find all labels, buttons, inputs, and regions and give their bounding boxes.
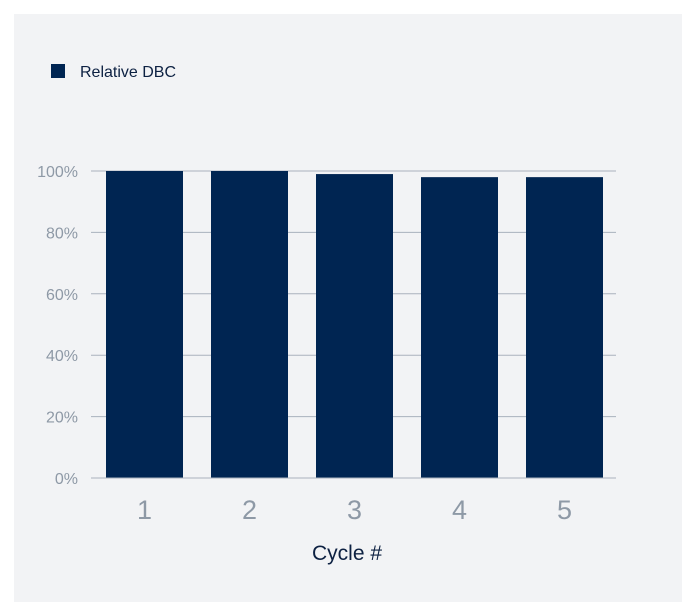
x-axis-title: Cycle # xyxy=(312,542,382,565)
x-tick-label: 4 xyxy=(452,495,467,525)
bar-cycle-2 xyxy=(211,171,288,478)
y-tick-label: 20% xyxy=(46,410,78,427)
x-axis-tick-labels: 1 2 3 4 5 xyxy=(137,495,572,525)
x-tick-label: 5 xyxy=(557,495,572,525)
y-axis-tick-labels: 0% 20% 40% 60% 80% 100% xyxy=(37,164,78,488)
bar-cycle-5 xyxy=(526,177,603,478)
y-tick-label: 100% xyxy=(37,164,78,181)
y-tick-label: 0% xyxy=(55,471,78,488)
bars xyxy=(91,171,616,479)
legend-swatch xyxy=(51,64,65,78)
bar-cycle-3 xyxy=(316,174,393,478)
bar-cycle-1 xyxy=(106,171,183,478)
legend: Relative DBC xyxy=(51,64,176,81)
legend-label: Relative DBC xyxy=(80,64,176,81)
y-tick-label: 40% xyxy=(46,348,78,365)
x-tick-label: 1 xyxy=(137,495,152,525)
y-tick-label: 60% xyxy=(46,287,78,304)
bar-cycle-4 xyxy=(421,177,498,478)
x-tick-label: 3 xyxy=(347,495,362,525)
x-tick-label: 2 xyxy=(242,495,257,525)
y-tick-label: 80% xyxy=(46,225,78,242)
